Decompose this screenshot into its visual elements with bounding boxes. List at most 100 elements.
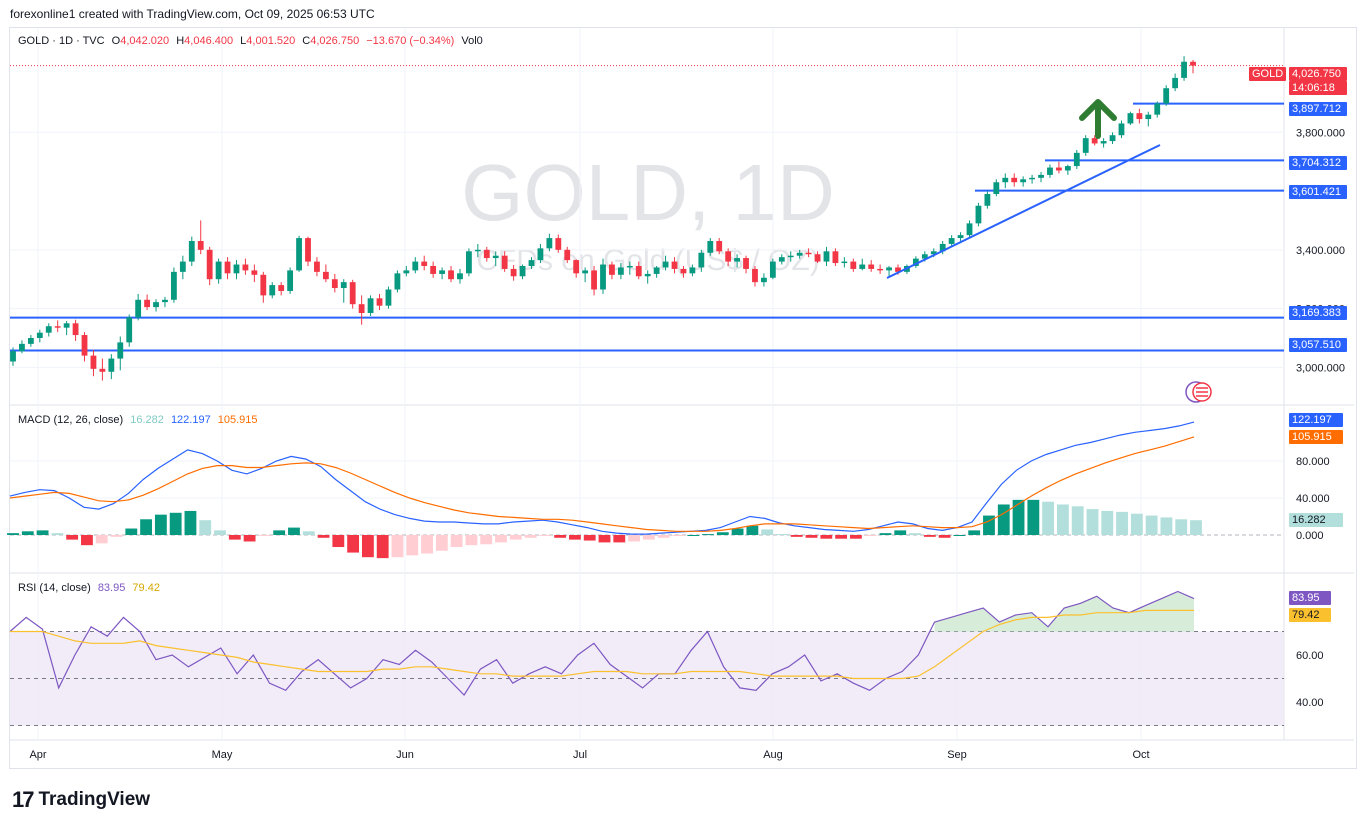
candle[interactable] xyxy=(716,241,723,252)
candle[interactable] xyxy=(814,254,821,262)
macd-histogram-bar[interactable] xyxy=(746,525,759,535)
macd-histogram-bar[interactable] xyxy=(1042,501,1055,535)
candle[interactable] xyxy=(591,270,597,290)
candle[interactable] xyxy=(635,265,642,277)
candle[interactable] xyxy=(1038,174,1044,178)
candle[interactable] xyxy=(171,271,177,300)
flag-icon[interactable] xyxy=(1185,381,1212,403)
macd-histogram-bar[interactable] xyxy=(317,535,330,538)
candle[interactable] xyxy=(671,261,678,269)
macd-histogram-bar[interactable] xyxy=(1027,499,1040,535)
macd-histogram-bar[interactable] xyxy=(361,535,374,558)
candle[interactable] xyxy=(322,271,329,280)
candle[interactable] xyxy=(367,298,374,314)
candle[interactable] xyxy=(662,261,669,268)
candle[interactable] xyxy=(555,238,562,250)
candle[interactable] xyxy=(761,277,767,283)
candle[interactable] xyxy=(975,205,982,224)
rsi-pane[interactable] xyxy=(9,590,1284,726)
macd-histogram-bar[interactable] xyxy=(450,535,463,548)
candle[interactable] xyxy=(743,258,749,269)
macd-histogram-bar[interactable] xyxy=(509,535,522,540)
macd-histogram-bar[interactable] xyxy=(598,535,611,543)
macd-histogram-bar[interactable] xyxy=(258,535,271,536)
macd-histogram-bar[interactable] xyxy=(849,535,862,539)
macd-histogram-bar[interactable] xyxy=(66,535,79,540)
candle[interactable] xyxy=(895,267,901,272)
candle[interactable] xyxy=(1172,77,1179,89)
macd-line[interactable] xyxy=(9,421,1195,535)
macd-histogram-bar[interactable] xyxy=(1190,520,1202,535)
macd-histogram-bar[interactable] xyxy=(435,535,448,551)
macd-histogram-bar[interactable] xyxy=(731,528,744,535)
macd-histogram-bar[interactable] xyxy=(1175,519,1188,535)
macd-histogram-bar[interactable] xyxy=(7,533,19,535)
candle[interactable] xyxy=(251,270,258,275)
macd-histogram-bar[interactable] xyxy=(805,535,818,538)
macd-histogram-bar[interactable] xyxy=(154,514,167,535)
candle[interactable] xyxy=(260,274,267,296)
candle[interactable] xyxy=(278,285,285,291)
candle[interactable] xyxy=(439,270,445,274)
candle[interactable] xyxy=(868,264,875,269)
candle[interactable] xyxy=(805,252,812,255)
candle[interactable] xyxy=(81,335,88,356)
macd-histogram-bar[interactable] xyxy=(36,530,49,535)
candle[interactable] xyxy=(564,249,571,261)
macd-histogram-bar[interactable] xyxy=(110,535,123,537)
macd-histogram-bar[interactable] xyxy=(169,512,182,535)
macd-histogram-bar[interactable] xyxy=(879,533,892,535)
macd-histogram-bar[interactable] xyxy=(288,527,300,535)
candle[interactable] xyxy=(36,332,43,338)
price-pane[interactable] xyxy=(10,56,1284,381)
macd-histogram-bar[interactable] xyxy=(524,535,537,538)
macd-histogram-bar[interactable] xyxy=(968,530,981,535)
candle[interactable] xyxy=(27,337,34,344)
candle[interactable] xyxy=(582,270,589,274)
candle[interactable] xyxy=(510,268,517,277)
macd-histogram-bar[interactable] xyxy=(1130,513,1143,535)
macd-histogram-bar[interactable] xyxy=(672,535,685,536)
candle[interactable] xyxy=(769,261,776,278)
macd-histogram-bar[interactable] xyxy=(95,535,108,544)
candle[interactable] xyxy=(519,265,526,277)
candle[interactable] xyxy=(1029,177,1035,180)
candle[interactable] xyxy=(707,241,714,253)
candle[interactable] xyxy=(1154,103,1161,115)
candle[interactable] xyxy=(1100,141,1107,144)
candle[interactable] xyxy=(644,273,651,277)
candle[interactable] xyxy=(1082,138,1089,153)
macd-histogram-bar[interactable] xyxy=(140,519,153,535)
candle[interactable] xyxy=(466,251,472,274)
candle[interactable] xyxy=(859,264,866,269)
candle[interactable] xyxy=(349,282,356,305)
candle[interactable] xyxy=(144,299,150,308)
macd-histogram-bar[interactable] xyxy=(1086,509,1099,535)
candle[interactable] xyxy=(501,255,508,269)
candle[interactable] xyxy=(90,355,97,369)
candle[interactable] xyxy=(734,258,740,262)
candle[interactable] xyxy=(957,235,964,239)
macd-histogram-bar[interactable] xyxy=(923,535,936,537)
macd-histogram-bar[interactable] xyxy=(642,535,655,540)
macd-histogram-bar[interactable] xyxy=(21,531,34,535)
candle[interactable] xyxy=(1163,88,1170,104)
macd-histogram-bar[interactable] xyxy=(820,535,833,539)
candle[interactable] xyxy=(430,265,437,274)
candle[interactable] xyxy=(573,260,580,274)
candle[interactable] xyxy=(546,238,553,249)
candle[interactable] xyxy=(72,323,79,336)
candle[interactable] xyxy=(126,317,133,343)
macd-histogram-bar[interactable] xyxy=(539,535,552,536)
candle[interactable] xyxy=(626,265,633,268)
candle[interactable] xyxy=(921,254,928,259)
macd-signal-line[interactable] xyxy=(9,436,1195,532)
macd-histogram-bar[interactable] xyxy=(909,533,921,535)
candle[interactable] xyxy=(483,249,490,259)
macd-histogram-bar[interactable] xyxy=(776,534,788,536)
candle[interactable] xyxy=(474,249,481,252)
candle[interactable] xyxy=(99,368,106,372)
macd-histogram-bar[interactable] xyxy=(761,529,774,535)
macd-histogram-bar[interactable] xyxy=(983,515,995,535)
candle[interactable] xyxy=(1073,152,1080,167)
